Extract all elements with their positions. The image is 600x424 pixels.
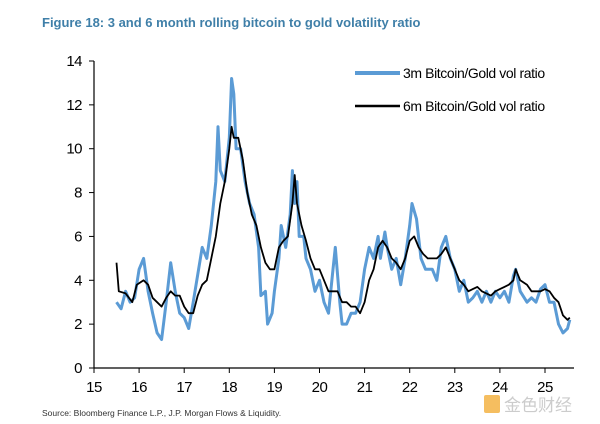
y-tick-label: 0 — [74, 360, 82, 377]
y-tick-label: 8 — [74, 185, 82, 202]
y-tick-label: 6 — [74, 228, 82, 245]
x-tick-label: 17 — [176, 379, 192, 396]
source-note: Source: Bloomberg Finance L.P., J.P. Mor… — [42, 408, 282, 418]
x-tick-label: 25 — [537, 379, 553, 396]
series-3m-line — [115, 77, 572, 341]
watermark-logo: 金色财经 — [484, 391, 572, 416]
x-tick-label: 16 — [131, 379, 147, 396]
x-tick-label: 18 — [221, 379, 237, 396]
series-6m-line — [115, 125, 571, 321]
y-tick-label: 14 — [66, 53, 82, 70]
chart-title: Figure 18: 3 and 6 month rolling bitcoin… — [42, 15, 421, 30]
x-tick-label: 24 — [492, 379, 508, 396]
x-tick-label: 15 — [86, 379, 102, 396]
x-tick-label: 21 — [357, 379, 373, 396]
x-tick-label: 22 — [402, 379, 418, 396]
y-tick-label: 4 — [74, 272, 82, 289]
y-tick-label: 12 — [66, 97, 82, 114]
watermark-text: 金色财经 — [504, 396, 572, 416]
legend-label-6m: 6m Bitcoin/Gold vol ratio — [403, 98, 545, 114]
x-tick-label: 19 — [267, 379, 283, 396]
y-tick-label: 10 — [66, 141, 82, 158]
x-tick-label: 23 — [447, 379, 463, 396]
x-tick-label: 20 — [312, 379, 328, 396]
legend-label-3m: 3m Bitcoin/Gold vol ratio — [403, 65, 545, 81]
y-tick-label: 2 — [74, 316, 82, 333]
